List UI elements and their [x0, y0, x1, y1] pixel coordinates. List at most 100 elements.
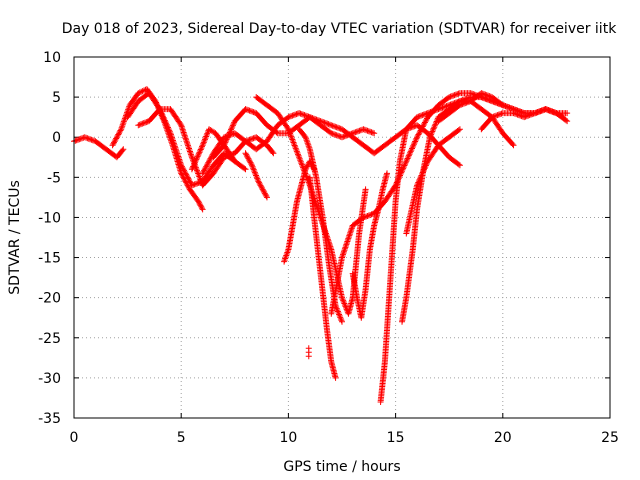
- data-point: [319, 214, 332, 268]
- data-point: [435, 107, 452, 121]
- data-point: [381, 183, 398, 205]
- data-point: [206, 126, 218, 136]
- data-point: [403, 115, 420, 133]
- data-point: [302, 134, 313, 151]
- x-axis-label: GPS time / hours: [283, 459, 400, 475]
- data-point: [92, 138, 108, 152]
- data-point: [499, 102, 516, 112]
- data-point: [403, 183, 420, 237]
- data-point: [306, 174, 317, 219]
- data-point: [242, 106, 258, 116]
- series-track-14: [349, 170, 391, 321]
- data-point: [178, 162, 195, 188]
- data-point: [456, 126, 463, 133]
- data-point: [424, 143, 441, 165]
- data-point: [270, 150, 277, 157]
- data-point: [446, 103, 462, 117]
- data-point: [210, 135, 227, 157]
- data-point: [375, 187, 386, 213]
- data-point: [345, 296, 356, 317]
- data-point: [199, 127, 212, 149]
- series-track-11: [296, 126, 345, 325]
- x-tick-label: 5: [177, 430, 186, 446]
- data-point: [210, 155, 227, 177]
- y-tick-label: 0: [52, 130, 61, 146]
- data-point: [332, 374, 339, 381]
- y-tick-label: 5: [52, 90, 61, 106]
- data-point: [210, 151, 227, 169]
- data-point: [564, 110, 571, 117]
- y-tick-label: -20: [38, 291, 61, 307]
- data-point: [360, 126, 376, 136]
- data-point: [186, 186, 201, 204]
- data-point: [456, 162, 463, 169]
- data-point: [339, 223, 356, 261]
- data-point: [564, 118, 571, 125]
- data-point: [231, 139, 248, 157]
- data-point: [478, 94, 494, 104]
- data-point: [178, 122, 195, 159]
- data-point: [306, 114, 323, 124]
- data-point: [362, 248, 373, 293]
- data-point: [317, 122, 334, 136]
- data-point: [263, 194, 270, 201]
- data-point: [379, 171, 390, 193]
- data-point: [414, 159, 431, 189]
- data-point: [362, 186, 369, 193]
- data-point: [253, 139, 269, 153]
- data-point: [510, 106, 526, 116]
- data-point: [435, 95, 452, 109]
- data-point: [199, 171, 216, 189]
- series-track-12: [306, 174, 339, 381]
- data-point: [178, 170, 193, 192]
- data-point: [169, 142, 184, 175]
- series-track-4: [135, 106, 277, 189]
- data-point: [253, 94, 269, 108]
- data-point: [399, 296, 410, 325]
- data-point: [263, 142, 276, 156]
- y-tick-label: 10: [43, 50, 61, 66]
- data-point: [199, 206, 206, 213]
- data-point: [311, 214, 324, 276]
- data-point: [356, 187, 369, 237]
- data-point: [167, 130, 184, 167]
- data-point: [135, 86, 149, 97]
- data-point: [371, 143, 387, 157]
- data-point: [386, 199, 399, 301]
- data-point: [281, 248, 291, 265]
- data-point: [231, 107, 248, 125]
- data-point: [210, 143, 227, 161]
- data-point: [414, 110, 430, 121]
- y-tick-label: -35: [38, 411, 61, 427]
- series-track-9: [242, 150, 270, 201]
- data-point: [339, 126, 355, 140]
- y-tick-label: -25: [38, 331, 61, 347]
- data-point: [456, 98, 473, 109]
- data-point: [435, 111, 452, 125]
- data-point: [81, 134, 98, 144]
- data-point: [305, 353, 312, 360]
- y-tick-label: -5: [47, 170, 61, 186]
- data-point: [521, 110, 537, 121]
- data-point: [435, 102, 451, 113]
- data-point: [195, 198, 205, 212]
- data-point: [328, 122, 344, 132]
- data-point: [489, 110, 505, 121]
- data-point: [263, 122, 280, 136]
- data-point: [358, 288, 369, 321]
- data-point: [328, 256, 345, 317]
- data-point: [478, 90, 494, 100]
- series-isolated: [305, 345, 312, 360]
- data-point: [531, 106, 548, 117]
- data-point: [253, 110, 269, 128]
- data-point: [289, 199, 300, 229]
- data-point: [328, 358, 339, 380]
- data-point: [446, 127, 462, 141]
- data-point: [478, 115, 495, 133]
- data-point: [274, 110, 291, 131]
- data-point: [242, 150, 255, 167]
- series-track-16: [399, 98, 517, 325]
- data-point: [146, 107, 162, 125]
- y-axis-label: SDTVAR / TECUs: [7, 180, 23, 295]
